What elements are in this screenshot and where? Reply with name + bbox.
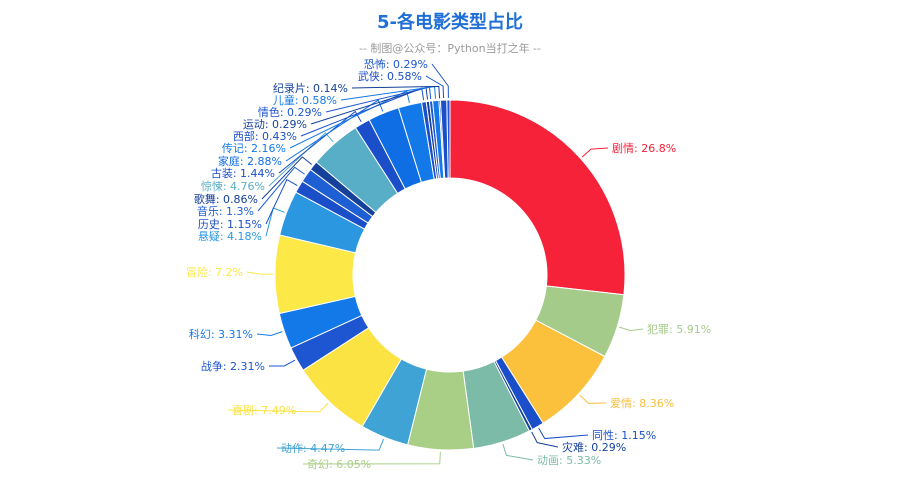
slice-label: 剧情: 26.8%	[612, 142, 676, 155]
leader-line	[256, 331, 283, 336]
leader-line	[276, 438, 385, 451]
leader-line	[278, 110, 362, 174]
slice-label: 运动: 0.29%	[243, 118, 307, 131]
slice-label: 爱情: 8.36%	[610, 397, 674, 410]
slice-label: 纪录片: 0.14%	[273, 82, 348, 95]
leader-line	[538, 427, 589, 440]
pie-slice	[446, 99, 451, 179]
pie-slices	[274, 99, 626, 451]
leader-line	[268, 359, 296, 367]
slice-label: 历史: 1.15%	[198, 218, 262, 231]
chart-title: 5-各电影类型占比	[377, 11, 523, 33]
leader-line	[302, 451, 441, 465]
slice-label: 悬疑: 4.18%	[198, 230, 262, 243]
leader-line	[502, 443, 534, 461]
leader-line	[261, 156, 313, 200]
slice-label: 科幻: 3.31%	[189, 327, 253, 341]
leader-line	[340, 86, 437, 101]
leader-line	[531, 431, 559, 448]
leader-line	[579, 394, 607, 404]
slice-label: 情色: 0.29%	[258, 105, 322, 119]
leader-line	[227, 402, 329, 413]
slice-label: 喜剧: 7.49%	[232, 404, 296, 417]
slice-label: 古装: 1.44%	[211, 167, 275, 180]
leader-line	[431, 63, 449, 99]
chart-subtitle: -- 制图@公众号：Python当打之年 --	[359, 41, 541, 55]
leader-line	[581, 147, 609, 158]
slice-label: 音乐: 1.3%	[197, 204, 254, 218]
label-leader-lines	[227, 63, 644, 465]
leader-line	[246, 271, 274, 275]
slice-label: 恐怖: 0.29%	[364, 57, 428, 71]
leader-line	[285, 99, 384, 162]
leader-line	[265, 178, 298, 225]
slice-label: 武侠: 0.58%	[358, 70, 422, 83]
leader-line	[351, 85, 441, 99]
slice-label: 家庭: 2.88%	[218, 154, 282, 168]
slice-label: 灾难: 0.29%	[562, 440, 626, 454]
slice-labels: 剧情: 26.8% 犯罪: 5.91% 爱情: 8.36% 同性: 1.15%灾难: …	[186, 57, 711, 471]
slice-label: 同性: 1.15%	[592, 428, 656, 442]
leader-line	[619, 326, 644, 332]
slice-label: 传记: 2.16%	[222, 142, 286, 155]
slice-label: 儿童: 0.58%	[273, 93, 337, 107]
slice-label: 奇幻: 6.05%	[307, 458, 371, 471]
slice-label: 歌舞: 0.86%	[194, 192, 258, 206]
leader-line	[425, 75, 445, 99]
leader-line	[268, 132, 334, 187]
slice-label: 动画: 5.33%	[537, 454, 601, 467]
slice-label: 惊悚: 4.76%	[201, 179, 265, 193]
slice-label: 战争: 2.31%	[201, 359, 265, 373]
slice-label: 西部: 0.43%	[233, 129, 297, 143]
leader-line	[257, 166, 305, 212]
slice-label: 动作: 4.47%	[281, 442, 345, 455]
pie-slice	[449, 99, 626, 296]
slice-label: 犯罪: 5.91%	[647, 323, 711, 336]
slice-label: 冒险: 7.2%	[186, 265, 243, 279]
